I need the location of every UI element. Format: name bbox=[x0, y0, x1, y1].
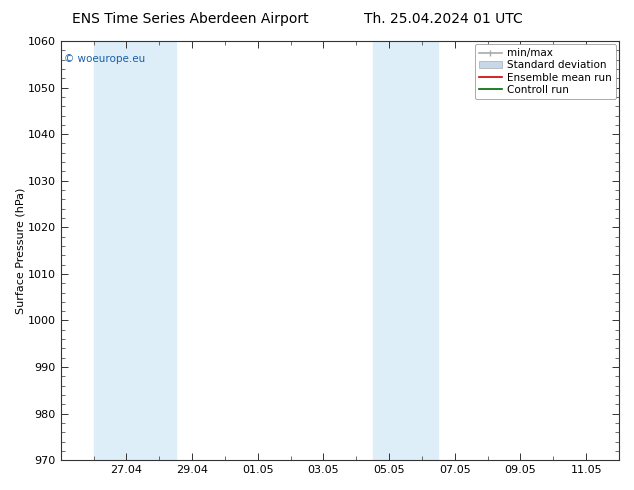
Y-axis label: Surface Pressure (hPa): Surface Pressure (hPa) bbox=[15, 187, 25, 314]
Bar bbox=[94, 41, 176, 460]
Text: © woeurope.eu: © woeurope.eu bbox=[63, 53, 145, 64]
Text: Th. 25.04.2024 01 UTC: Th. 25.04.2024 01 UTC bbox=[365, 12, 523, 26]
Legend: min/max, Standard deviation, Ensemble mean run, Controll run: min/max, Standard deviation, Ensemble me… bbox=[475, 44, 616, 99]
Bar bbox=[373, 41, 438, 460]
Text: ENS Time Series Aberdeen Airport: ENS Time Series Aberdeen Airport bbox=[72, 12, 309, 26]
